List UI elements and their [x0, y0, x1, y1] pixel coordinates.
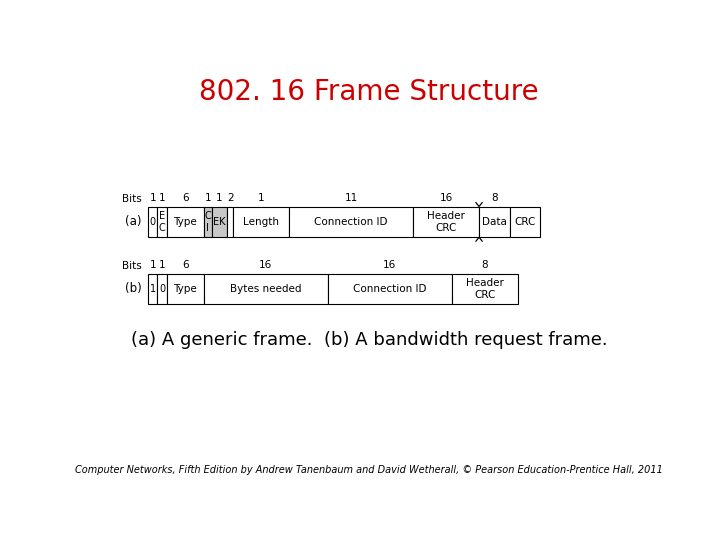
FancyBboxPatch shape: [328, 274, 452, 303]
Text: E
C: E C: [158, 211, 166, 233]
Text: 6: 6: [182, 260, 189, 271]
Text: EK: EK: [213, 217, 225, 227]
Text: Type: Type: [174, 284, 197, 294]
Text: 8: 8: [491, 193, 498, 204]
Text: 11: 11: [345, 193, 358, 204]
FancyBboxPatch shape: [413, 207, 479, 237]
Text: 16: 16: [439, 193, 453, 204]
Text: (a) A generic frame.  (b) A bandwidth request frame.: (a) A generic frame. (b) A bandwidth req…: [131, 332, 607, 349]
FancyBboxPatch shape: [212, 207, 228, 237]
FancyBboxPatch shape: [479, 207, 510, 237]
Text: 0: 0: [159, 284, 165, 294]
FancyBboxPatch shape: [228, 207, 233, 237]
FancyBboxPatch shape: [158, 274, 167, 303]
Text: C
I: C I: [204, 211, 211, 233]
Text: 1: 1: [216, 193, 222, 204]
FancyBboxPatch shape: [158, 207, 167, 237]
Text: 1: 1: [159, 260, 166, 271]
Text: Header
CRC: Header CRC: [427, 211, 465, 233]
Text: Header
CRC: Header CRC: [466, 278, 504, 300]
Text: Connection ID: Connection ID: [354, 284, 427, 294]
Text: (a): (a): [125, 215, 142, 228]
Text: 1: 1: [204, 193, 211, 204]
Text: 1: 1: [150, 193, 156, 204]
FancyBboxPatch shape: [204, 207, 212, 237]
Text: Computer Networks, Fifth Edition by Andrew Tanenbaum and David Wetherall, © Pear: Computer Networks, Fifth Edition by Andr…: [75, 465, 663, 475]
Text: 1: 1: [159, 193, 166, 204]
Text: Length: Length: [243, 217, 279, 227]
Text: 6: 6: [182, 193, 189, 204]
Text: 0: 0: [150, 217, 156, 227]
FancyBboxPatch shape: [167, 207, 204, 237]
Text: 8: 8: [482, 260, 488, 271]
FancyBboxPatch shape: [148, 207, 158, 237]
Text: 802. 16 Frame Structure: 802. 16 Frame Structure: [199, 78, 539, 106]
Text: 16: 16: [383, 260, 397, 271]
Text: 16: 16: [259, 260, 273, 271]
Text: Bits: Bits: [122, 194, 142, 204]
Text: (b): (b): [125, 282, 142, 295]
FancyBboxPatch shape: [289, 207, 413, 237]
Text: Bits: Bits: [122, 261, 142, 271]
Text: 1: 1: [150, 260, 156, 271]
FancyBboxPatch shape: [204, 274, 328, 303]
Text: Connection ID: Connection ID: [315, 217, 388, 227]
Text: 1: 1: [258, 193, 264, 204]
FancyBboxPatch shape: [167, 274, 204, 303]
FancyBboxPatch shape: [452, 274, 518, 303]
FancyBboxPatch shape: [148, 274, 158, 303]
Text: Bytes needed: Bytes needed: [230, 284, 302, 294]
Text: CRC: CRC: [514, 217, 536, 227]
FancyBboxPatch shape: [510, 207, 539, 237]
Text: Type: Type: [174, 217, 197, 227]
Text: Data: Data: [482, 217, 507, 227]
Text: 1: 1: [150, 284, 156, 294]
Text: 2: 2: [227, 193, 233, 204]
FancyBboxPatch shape: [233, 207, 289, 237]
